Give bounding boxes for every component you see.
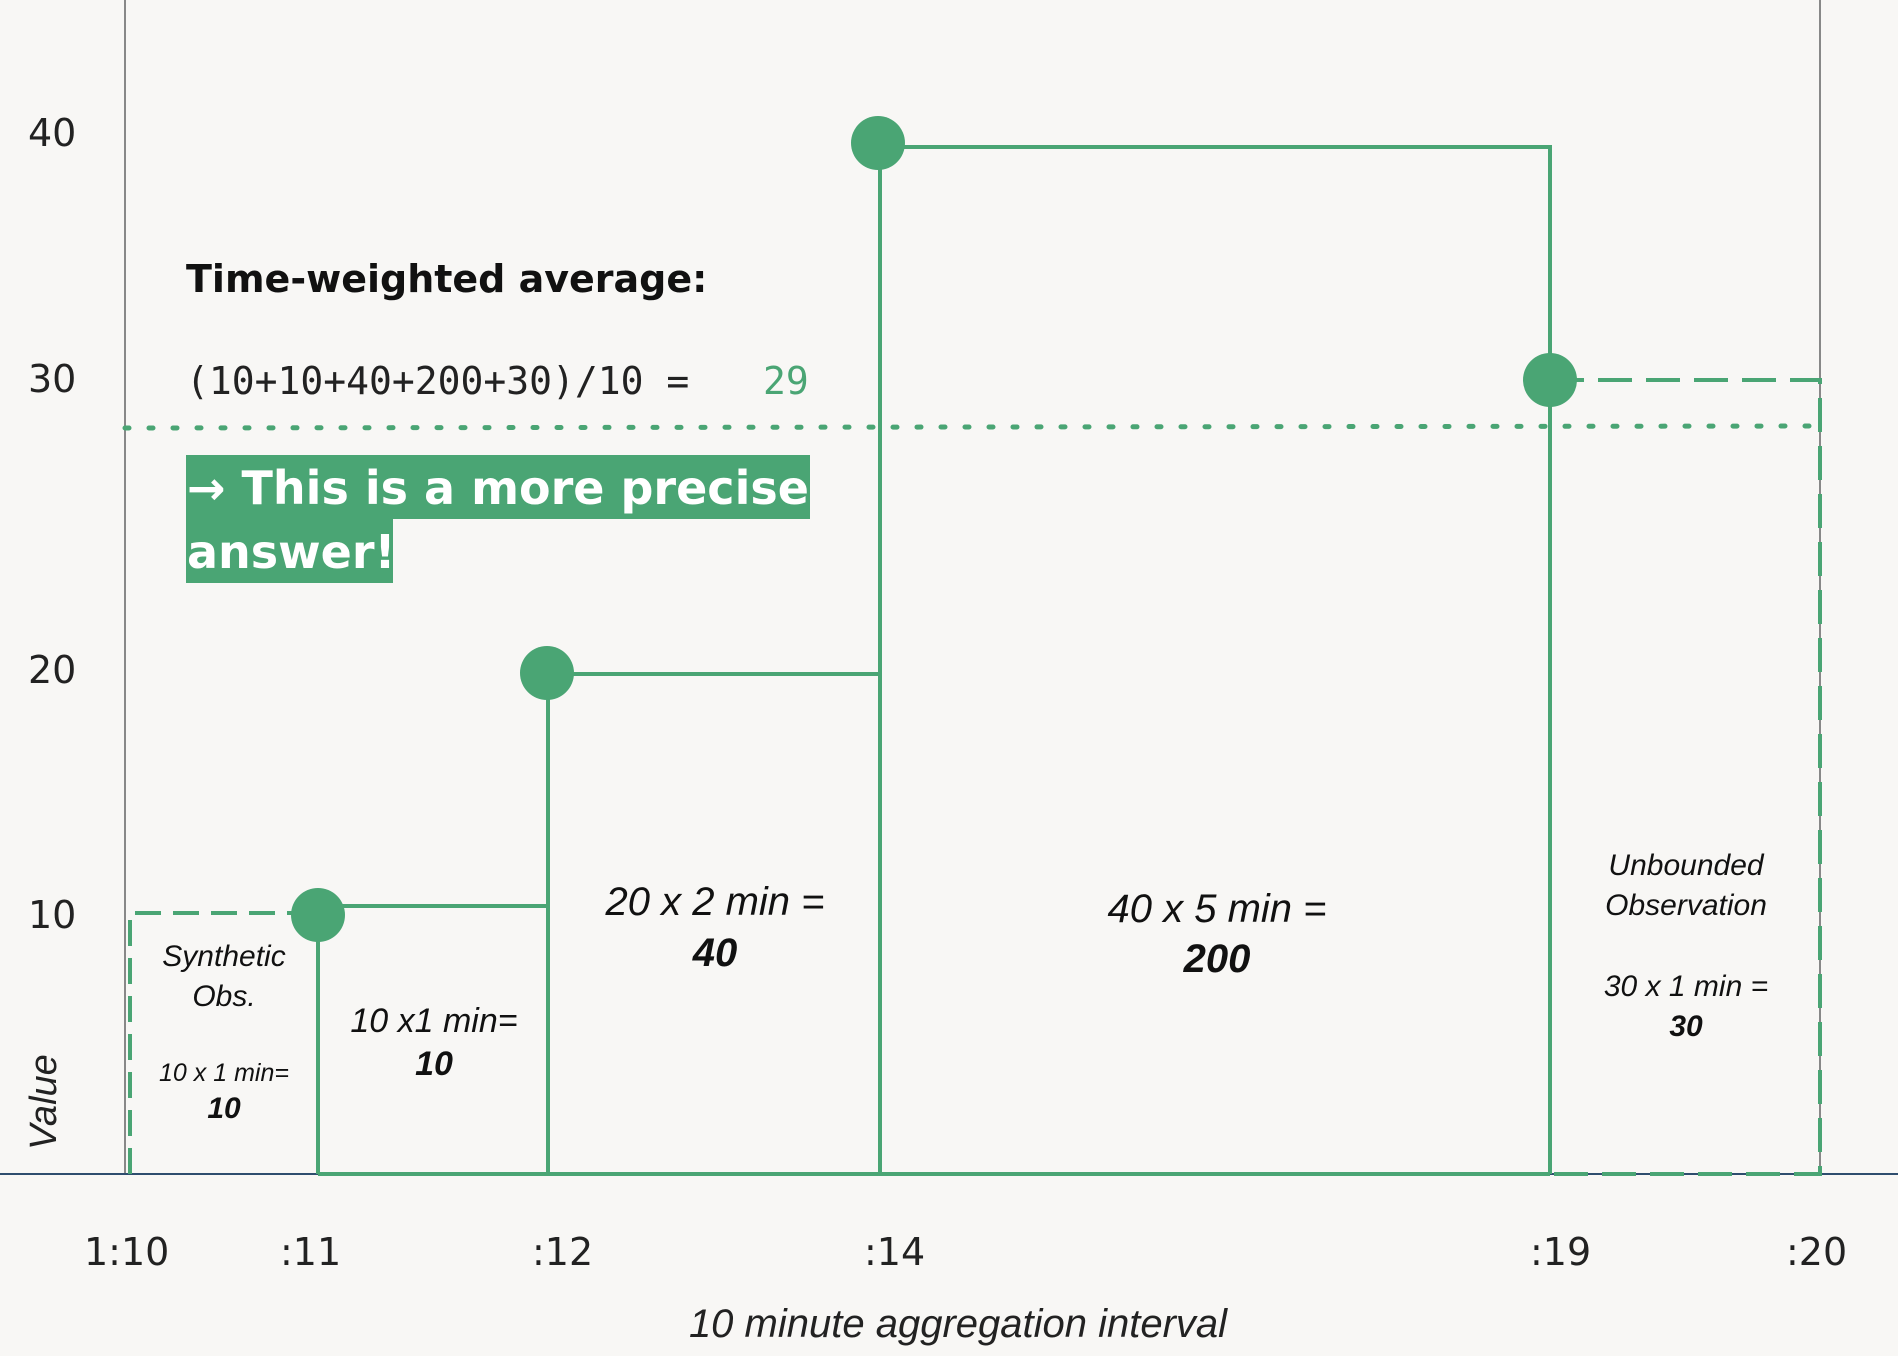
observation-point-19 — [1523, 353, 1577, 407]
x-tick-12: :12 — [532, 1230, 593, 1274]
segment-11-12-calc: 10 x1 min= — [350, 1002, 517, 1040]
y-axis-label: Value — [23, 1054, 65, 1150]
observation-point-14 — [851, 116, 905, 170]
unbounded-title-line1: Unbounded — [1608, 849, 1764, 882]
x-tick-14: :14 — [864, 1230, 925, 1274]
segment-14-19-calc: 40 x 5 min = — [1107, 887, 1326, 931]
callout-line1: → This is a more precise — [187, 461, 809, 515]
segment-11-12-area — [316, 904, 550, 1174]
callout-highlight-line2 — [186, 519, 393, 583]
unbounded-product: 30 — [1669, 1010, 1703, 1043]
synthetic-title-line2: Obs. — [192, 980, 255, 1013]
synthetic-product: 10 — [207, 1092, 241, 1125]
unbounded-calc: 30 x 1 min = — [1604, 970, 1768, 1003]
y-tick-40: 40 — [28, 111, 76, 155]
segment-14-19-product: 200 — [1183, 937, 1251, 981]
observation-point-11 — [291, 888, 345, 942]
x-axis-label: 10 minute aggregation interval — [689, 1302, 1228, 1346]
synthetic-title-line1: Synthetic — [162, 940, 285, 973]
segment-11-12-product: 10 — [415, 1045, 453, 1083]
y-tick-30: 30 — [28, 357, 76, 401]
segment-12-14-calc: 20 x 2 min = — [604, 880, 824, 924]
segment-12-14-product: 40 — [692, 931, 738, 975]
segment-14-19-area — [878, 145, 1552, 1174]
y-tick-20: 20 — [28, 648, 76, 692]
unbounded-observation-area — [1550, 378, 1822, 1176]
callout-highlight-line1 — [186, 455, 810, 519]
y-tick-10: 10 — [28, 893, 76, 937]
formula-expression: (10+10+40+200+30)/10 = — [186, 359, 689, 403]
average-heading: Time-weighted average: — [186, 257, 707, 301]
average-line — [122, 423, 1823, 431]
x-tick-19: :19 — [1530, 1230, 1591, 1274]
x-tick-1-20: :20 — [1786, 1230, 1847, 1274]
synthetic-calc: 10 x 1 min= — [159, 1059, 289, 1087]
observation-point-12 — [520, 646, 574, 700]
formula-result: 29 — [763, 359, 809, 403]
x-tick-1-10: 1:10 — [84, 1230, 169, 1274]
callout-line2: answer! — [187, 525, 396, 579]
unbounded-title-line2: Observation — [1605, 889, 1767, 922]
x-tick-11: :11 — [280, 1230, 341, 1274]
segment-12-14-area — [546, 672, 882, 1174]
